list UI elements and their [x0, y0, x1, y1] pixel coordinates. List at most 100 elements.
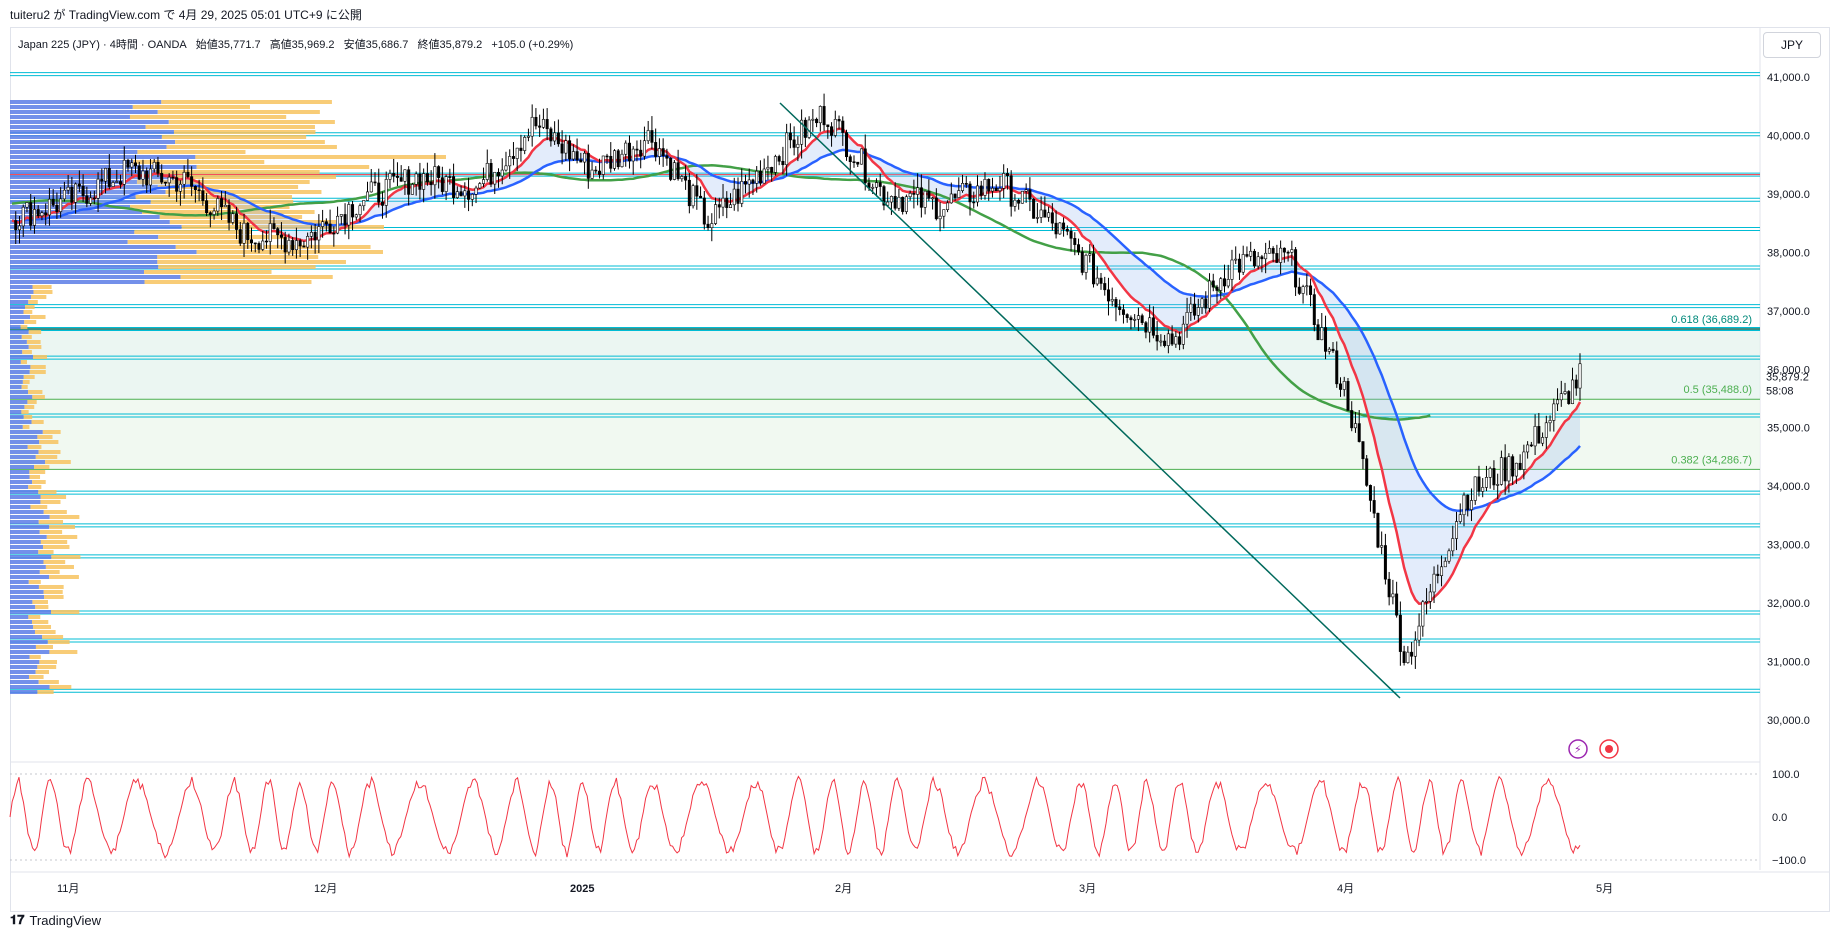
footer-brand[interactable]: 𝟏𝟕 TradingView	[10, 912, 101, 928]
volume-profile-bar	[28, 580, 41, 584]
symbol-name[interactable]: Japan 225 (JPY) · 4時間 · OANDA	[18, 39, 187, 51]
candle-body	[863, 148, 867, 184]
candle-body	[1380, 545, 1384, 548]
volume-profile-bar	[38, 680, 59, 684]
candle-body	[732, 188, 736, 206]
candle-body	[845, 132, 849, 158]
volume-profile-bar	[28, 330, 42, 334]
candle-body	[119, 181, 123, 185]
candle-body	[178, 183, 182, 192]
candle-body	[92, 197, 96, 200]
candle-body	[927, 190, 931, 199]
candle-body	[654, 142, 658, 157]
candle-body	[624, 142, 628, 155]
candle-body	[122, 159, 126, 185]
candle-body	[283, 237, 287, 253]
candle-body	[321, 221, 325, 227]
record-icon[interactable]	[1599, 739, 1619, 759]
volume-profile-bar	[10, 525, 50, 529]
candle-body	[1440, 566, 1444, 576]
volume-profile-bar	[165, 190, 322, 194]
candle-body	[369, 181, 373, 193]
candle-body	[257, 243, 261, 250]
candle-body	[437, 166, 441, 178]
candle-body	[1189, 303, 1193, 313]
volume-profile-bar	[40, 495, 67, 499]
candle-body	[59, 198, 63, 212]
candle-body	[553, 132, 557, 142]
candle-body	[837, 119, 841, 122]
candle-body	[672, 162, 676, 180]
candle-body	[541, 119, 545, 128]
candle-body	[949, 193, 953, 204]
candle-body	[268, 223, 272, 242]
candle-body	[1114, 299, 1118, 308]
candle-body	[1473, 476, 1477, 501]
y-tick-label: 35,000.0	[1767, 423, 1810, 435]
volume-profile-bar	[175, 140, 325, 144]
volume-profile-bar	[21, 385, 28, 389]
volume-profile-bar	[10, 270, 145, 274]
candle-body	[25, 202, 29, 208]
volume-profile-bar	[10, 540, 41, 544]
candle-body	[1148, 317, 1152, 333]
candle-body	[583, 152, 587, 163]
candle-body	[14, 220, 18, 231]
volume-profile-bar	[10, 285, 33, 289]
volume-profile-bar	[22, 350, 32, 354]
candle-body	[306, 236, 310, 248]
candle-body	[852, 161, 856, 164]
candle-body	[47, 198, 51, 216]
candle-body	[1009, 175, 1013, 207]
candle-body	[74, 183, 78, 203]
candle-body	[635, 148, 639, 151]
candle-body	[721, 197, 725, 208]
lightning-icon[interactable]	[1568, 739, 1588, 759]
volume-profile-bar	[20, 360, 27, 364]
volume-profile-bar	[30, 365, 46, 369]
x-tick-label: 4月	[1337, 883, 1354, 895]
oscillator-line	[9, 775, 1581, 859]
volume-profile-bar	[21, 410, 29, 414]
candle-body	[1290, 249, 1294, 253]
candle-body	[380, 201, 384, 206]
volume-profile-bar	[10, 485, 29, 489]
candle-body	[1185, 312, 1189, 325]
candle-body	[422, 173, 426, 190]
candle-body	[848, 156, 852, 163]
volume-profile-bar	[39, 660, 58, 664]
volume-profile-bar	[10, 190, 166, 194]
volume-profile-bar	[10, 635, 43, 639]
volume-profile-bar	[27, 445, 42, 449]
candle-body	[1361, 441, 1365, 460]
volume-profile-bar	[32, 600, 48, 604]
volume-profile-bar	[35, 455, 58, 459]
volume-profile-bar	[196, 165, 370, 169]
candle-body	[440, 177, 444, 192]
volume-profile-bar	[10, 500, 41, 504]
currency-button[interactable]: JPY	[1763, 32, 1821, 58]
volume-profile-bar	[157, 110, 320, 114]
candle-body	[590, 169, 594, 179]
candle-body	[1406, 651, 1410, 663]
volume-profile-bar	[10, 135, 162, 139]
candle-body	[1121, 309, 1125, 315]
volume-profile-bar	[38, 520, 64, 524]
candle-body	[515, 147, 519, 159]
candle-body	[500, 169, 504, 177]
candle-body	[186, 171, 190, 177]
volume-profile-bar	[175, 245, 371, 249]
candle-body	[564, 140, 568, 154]
candle-body	[1294, 249, 1298, 288]
candle-body	[36, 209, 40, 217]
volume-profile-bar	[10, 230, 135, 234]
candle-body	[261, 240, 265, 250]
volume-profile-bar	[32, 480, 46, 484]
volume-profile-bar	[43, 590, 63, 594]
candle-body	[81, 185, 85, 197]
candle-body	[1133, 318, 1137, 321]
candle-body	[1159, 340, 1163, 343]
candle-body	[725, 197, 729, 208]
volume-profile-bar	[10, 640, 48, 644]
